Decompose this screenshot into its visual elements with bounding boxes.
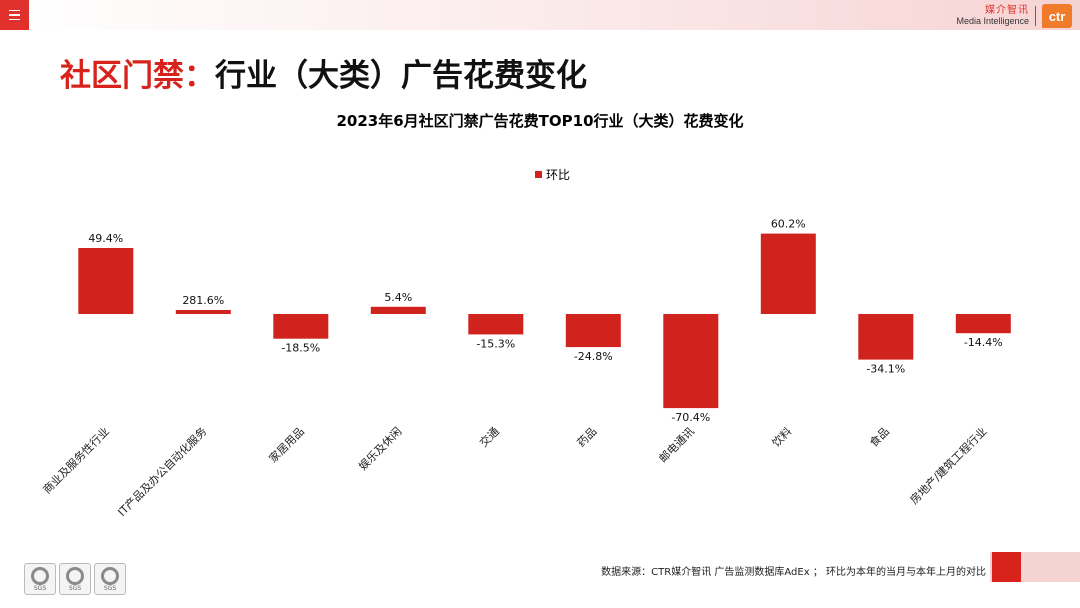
ctr-logo: ctr: [1042, 4, 1072, 28]
sgs-badge-icon: SGS: [59, 563, 91, 595]
bar-5: [565, 314, 621, 348]
sgs-badge-icon: SGS: [24, 563, 56, 595]
category-label-6: 邮电通讯: [657, 425, 697, 465]
bar-6: [663, 314, 719, 409]
data-label-5: -24.8%: [574, 350, 613, 363]
data-label-8: -34.1%: [866, 363, 905, 376]
category-label-4: 交通: [476, 424, 501, 449]
data-label-1: 281.6%: [182, 294, 224, 307]
brand: 媒介智讯 Media Intelligence ctr: [956, 3, 1072, 29]
chart-legend: 环比: [535, 166, 570, 183]
sgs-label: SGS: [103, 584, 117, 592]
data-label-7: 60.2%: [771, 218, 806, 231]
menu-icon[interactable]: [0, 0, 29, 30]
bar-9: [955, 314, 1011, 334]
category-label-3: 娱乐及休闲: [356, 424, 405, 473]
chart-title: 2023年6月社区门禁广告花费TOP10行业（大类）花费变化: [336, 112, 744, 130]
data-label-4: -15.3%: [476, 337, 515, 350]
data-label-2: -18.5%: [281, 342, 320, 355]
bar-4: [468, 314, 524, 335]
sgs-label: SGS: [68, 584, 82, 592]
category-label-5: 药品: [575, 425, 600, 450]
legend-label: 环比: [546, 168, 571, 182]
bar-0: [78, 248, 134, 314]
brand-name-en: Media Intelligence: [956, 15, 1029, 26]
bar-2: [273, 314, 329, 339]
category-label-9: 房地产/建筑工程行业: [907, 424, 990, 507]
category-label-0: 商业及服务性行业: [40, 424, 112, 496]
data-source-note: 数据来源：CTR媒介智讯 广告监测数据库AdEx ； 环比为本年的当月与本年上月…: [601, 567, 986, 578]
legend-swatch: [535, 171, 542, 178]
bar-8: [858, 314, 914, 360]
sgs-badge-icon: SGS: [94, 563, 126, 595]
data-label-9: -14.4%: [964, 336, 1003, 349]
category-label-7: 饮料: [769, 424, 794, 449]
category-label-1: IT产品及办公自动化服务: [115, 424, 210, 519]
sgs-certifications: SGS SGS SGS: [24, 563, 126, 595]
page-title: 社区门禁：行业（大类）广告花费变化: [60, 50, 587, 95]
page-title-subject: 行业（大类）广告花费变化: [215, 58, 587, 94]
data-label-0: 49.4%: [88, 232, 123, 245]
bar-7: [760, 233, 816, 314]
bar-3: [370, 306, 426, 314]
brand-divider: [1035, 6, 1036, 26]
top-bar: 媒介智讯 Media Intelligence ctr: [0, 0, 1080, 30]
bar-1: [175, 310, 231, 314]
data-label-3: 5.4%: [384, 291, 412, 304]
footer-accent-square: [992, 552, 1021, 582]
data-label-6: -70.4%: [671, 411, 710, 424]
brand-name-cn: 媒介智讯: [985, 5, 1029, 17]
category-label-8: 食品: [866, 424, 891, 449]
page-title-topic: 社区门禁：: [60, 58, 215, 94]
sgs-label: SGS: [33, 584, 47, 592]
category-label-2: 家居用品: [266, 424, 307, 465]
